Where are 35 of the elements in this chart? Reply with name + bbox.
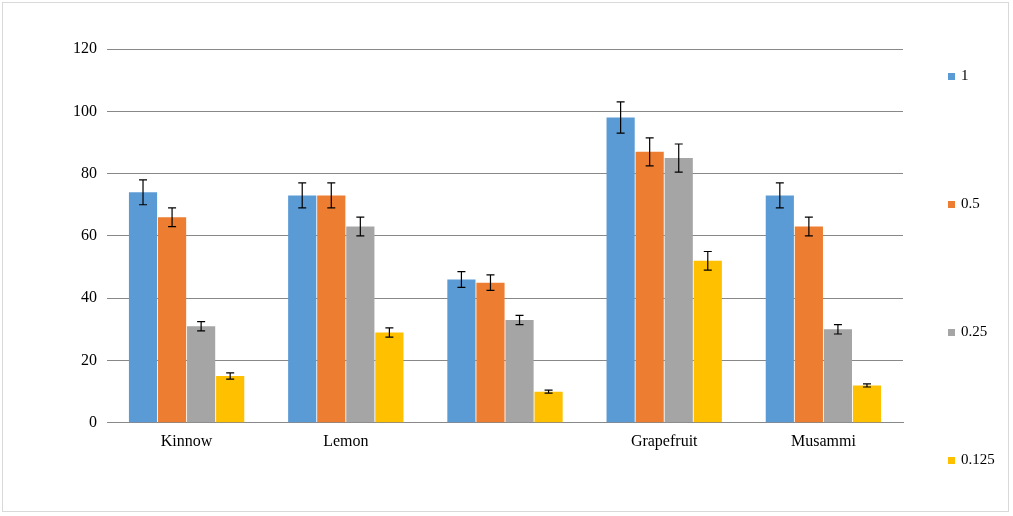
y-tick-label: 60 [81, 226, 97, 244]
x-tick-label: Kinnow [160, 431, 213, 449]
x-tick-label: Lemon [323, 431, 369, 449]
bar [823, 329, 853, 423]
y-tick-label: 40 [81, 288, 97, 306]
bar [852, 385, 882, 423]
bar [505, 320, 534, 423]
bar [346, 226, 375, 423]
legend-label: 1 [960, 67, 969, 84]
bar [635, 151, 664, 423]
bar [476, 282, 505, 423]
bar [794, 226, 823, 423]
bar [288, 195, 317, 423]
legend-label: 0.125 [960, 451, 995, 468]
bar [693, 260, 722, 423]
legend-label: 0.5 [960, 195, 980, 212]
y-tick-label: 120 [73, 39, 97, 57]
bar [317, 195, 346, 423]
bar [187, 326, 216, 423]
y-tick-label: 20 [81, 350, 97, 368]
bar [765, 195, 794, 423]
bar [128, 192, 158, 423]
bar [534, 391, 563, 423]
bar [606, 117, 635, 423]
x-tick-label: Musammi [790, 431, 857, 449]
bar [447, 279, 476, 423]
bar [664, 158, 693, 423]
bar [375, 332, 404, 423]
bar [157, 217, 187, 423]
bar [216, 376, 245, 423]
y-tick-label: 80 [81, 163, 97, 181]
legend-label: 0.25 [960, 323, 988, 340]
y-tick-label: 0 [89, 413, 97, 430]
y-tick-label: 100 [73, 101, 97, 119]
x-tick-label: Grapefruit [630, 431, 699, 450]
